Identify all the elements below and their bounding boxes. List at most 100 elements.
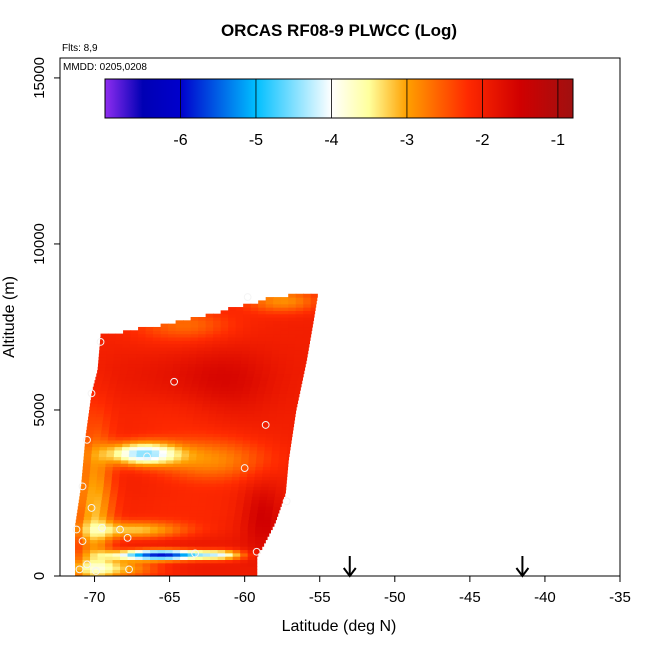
heatmap-cell: [112, 522, 121, 527]
heatmap-cell: [135, 569, 144, 574]
heatmap-cell: [200, 489, 209, 494]
heatmap-cell: [253, 416, 262, 421]
heatmap-cell: [288, 330, 297, 335]
heatmap-cell: [172, 529, 181, 534]
heatmap-cell: [120, 559, 129, 564]
heatmap-cell: [229, 423, 238, 428]
heatmap-cell: [212, 509, 221, 514]
heatmap-cell: [105, 556, 114, 560]
heatmap-cell: [189, 509, 198, 514]
heatmap-cell: [260, 416, 269, 421]
heatmap-cell: [310, 307, 316, 311]
y-tick-label: 0: [31, 572, 48, 580]
heatmap-cell: [123, 333, 132, 338]
heatmap-cell: [117, 423, 126, 428]
heatmap-cell: [217, 466, 226, 471]
heatmap-cell: [117, 376, 127, 381]
heatmap-cell: [207, 423, 216, 428]
sample-point: [125, 565, 133, 574]
heatmap-cell: [285, 469, 288, 474]
heatmap-cell: [91, 456, 100, 461]
heatmap-cell: [180, 532, 189, 537]
heatmap-cell: [114, 390, 123, 394]
heatmap-cell: [280, 433, 290, 438]
heatmap-cell: [165, 396, 175, 401]
heatmap-cell: [310, 293, 318, 298]
heatmap-cell: [262, 406, 271, 411]
heatmap-cell: [166, 353, 175, 358]
heatmap-cell: [233, 519, 242, 524]
heatmap-cell: [246, 483, 255, 487]
heatmap-cell: [192, 489, 201, 494]
heatmap-cell: [235, 336, 244, 341]
heatmap-cell: [127, 572, 136, 576]
heatmap-cell: [167, 509, 176, 514]
heatmap-cell: [258, 330, 267, 335]
heatmap-cell: [275, 486, 285, 491]
heatmap-cell: [105, 552, 114, 557]
heatmap-cell: [217, 522, 226, 527]
heatmap-cell: [243, 436, 252, 441]
heatmap-cell: [221, 429, 230, 434]
heatmap-cell: [187, 406, 196, 411]
heatmap-cell: [232, 469, 241, 474]
heatmap-cell: [119, 476, 128, 481]
heatmap-cell: [100, 502, 109, 507]
heatmap-cell: [146, 383, 155, 388]
heatmap-cell: [92, 509, 101, 514]
heatmap-cell: [153, 499, 162, 504]
heatmap-cell: [241, 516, 250, 521]
heatmap-cell: [160, 333, 169, 338]
heatmap-cell: [136, 512, 145, 517]
heatmap-cell: [242, 509, 251, 514]
heatmap-cell: [97, 572, 106, 576]
heatmap-cell: [90, 542, 99, 547]
heatmap-cell: [157, 400, 167, 404]
heatmap-cell: [302, 340, 310, 345]
heatmap-cell: [202, 556, 211, 560]
heatmap-cell: [270, 522, 275, 527]
heatmap-cell: [255, 519, 265, 524]
heatmap-cell: [119, 409, 128, 414]
heatmap-cell: [158, 463, 167, 468]
heatmap-cell: [210, 529, 219, 534]
heatmap-cell: [127, 546, 136, 551]
heatmap-cell: [220, 340, 229, 345]
heatmap-cell: [264, 443, 274, 448]
heatmap-cell: [238, 373, 247, 378]
heatmap-cell: [210, 552, 219, 557]
heatmap-cell: [273, 313, 282, 318]
heatmap-cell: [172, 572, 181, 576]
heatmap-cell: [205, 336, 214, 341]
heatmap-cell: [180, 526, 189, 531]
heatmap-cell: [243, 307, 252, 311]
heatmap-cell: [115, 502, 124, 507]
heatmap-cell: [123, 502, 132, 507]
heatmap-cell: [285, 366, 294, 371]
heatmap-cell: [277, 370, 286, 375]
heatmap-cell: [105, 566, 114, 570]
heatmap-cell: [107, 509, 116, 514]
heatmap-cell: [143, 516, 152, 521]
heatmap-cell: [235, 313, 244, 318]
heatmap-cell: [249, 446, 258, 451]
heatmap-cell: [198, 499, 207, 504]
heatmap-cell: [111, 406, 121, 411]
heatmap-cell: [153, 502, 162, 507]
heatmap-cell: [75, 566, 84, 570]
heatmap-cell: [280, 317, 289, 321]
heatmap-cell: [287, 443, 292, 448]
heatmap-cell: [180, 556, 189, 560]
colorbar: -6 -5 -4 -3 -2 -1: [104, 78, 574, 149]
heatmap-cell: [203, 396, 212, 401]
heatmap-cell: [271, 516, 278, 521]
heatmap-cell: [280, 323, 289, 328]
heatmap-cell: [235, 317, 244, 321]
heatmap-cell: [75, 549, 84, 554]
heatmap-cell: [130, 436, 139, 441]
heatmap-cell: [202, 549, 211, 554]
heatmap-cell: [162, 492, 171, 497]
heatmap-cell: [217, 552, 226, 557]
heatmap-cell: [254, 473, 263, 477]
heatmap-cell: [131, 429, 140, 434]
